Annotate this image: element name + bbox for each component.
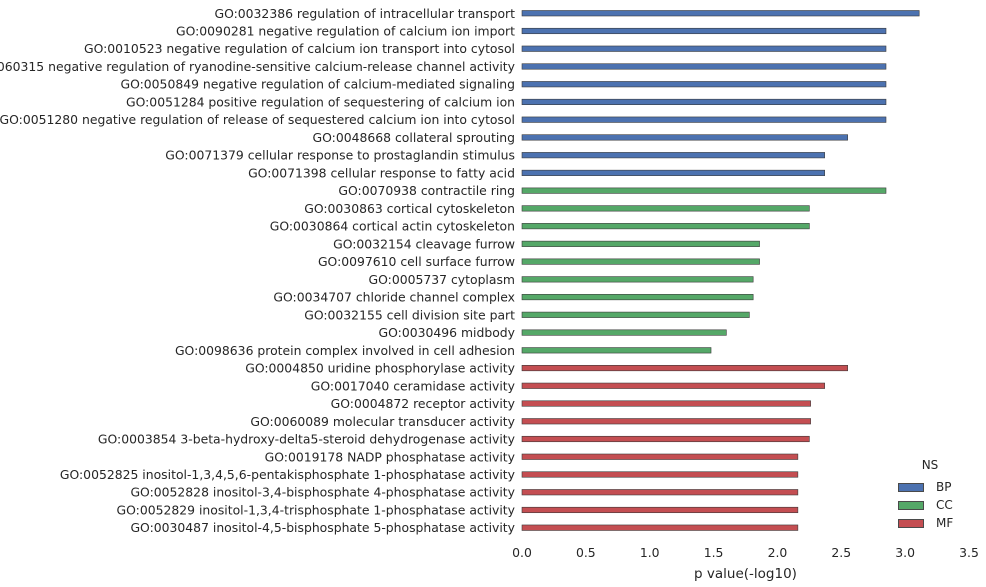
category-label-20: GO:0098636 protein complex involved in c… [175, 343, 515, 358]
category-label-9: GO:0071379 cellular response to prostagl… [165, 148, 515, 163]
category-label-21: GO:0004850 uridine phosphorylase activit… [245, 361, 515, 376]
category-label-18: GO:0032155 cell division site part [304, 307, 515, 322]
bar-28 [521, 489, 799, 496]
category-label-11: GO:0070938 contractile ring [338, 183, 515, 198]
category-label-16: GO:0005737 cytoplasm [369, 272, 515, 287]
bar-8 [521, 134, 848, 141]
bar-18 [521, 311, 750, 318]
bar-25 [521, 435, 810, 443]
category-label-17: GO:0034707 chloride channel complex [273, 290, 515, 305]
bar-10 [521, 169, 825, 176]
category-label-30: GO:0030487 inositol-4,5-bisphosphate 5-p… [130, 520, 515, 535]
bar-7 [521, 116, 887, 123]
bar-12 [521, 205, 810, 212]
bar-4 [521, 63, 887, 70]
bar-6 [521, 98, 887, 105]
category-label-10: GO:0071398 cellular response to fatty ac… [248, 165, 515, 180]
category-label-6: GO:0051284 positive regulation of seques… [126, 94, 515, 109]
category-label-27: GO:0052825 inositol-1,3,4,5,6-pentakisph… [60, 467, 515, 482]
bar-22 [521, 382, 825, 389]
legend-entry-mf: MF [898, 514, 962, 532]
category-label-2: GO:0090281 negative regulation of calciu… [176, 23, 515, 38]
x-tick-label-2: 0.5 [576, 545, 596, 560]
bar-1 [521, 10, 920, 17]
legend-swatch-mf [898, 518, 924, 528]
legend: NS BP CC MF [898, 458, 962, 532]
bar-27 [521, 471, 799, 478]
category-label-19: GO:0030496 midbody [379, 325, 515, 340]
bar-24 [521, 418, 811, 425]
x-tick-label-5: 2.0 [768, 545, 788, 560]
legend-label-bp: BP [936, 480, 952, 494]
category-label-23: GO:0004872 receptor activity [331, 396, 515, 411]
bar-13 [521, 223, 810, 230]
bar-15 [521, 258, 760, 265]
category-label-24: GO:0060089 molecular transducer activity [250, 414, 515, 429]
category-label-7: GO:0051280 negative regulation of releas… [0, 112, 515, 127]
bar-14 [521, 240, 760, 247]
category-label-22: GO:0017040 ceramidase activity [311, 378, 515, 393]
bar-11 [521, 187, 887, 194]
x-tick-label-1: 0.0 [512, 545, 532, 560]
legend-swatch-cc [898, 500, 924, 510]
category-label-15: GO:0097610 cell surface furrow [318, 254, 515, 269]
legend-entry-bp: BP [898, 478, 962, 496]
category-label-12: GO:0030863 cortical cytoskeleton [304, 201, 515, 216]
category-label-3: GO:0010523 negative regulation of calciu… [84, 41, 515, 56]
bar-3 [521, 45, 887, 52]
category-label-4: GO:0060315 negative regulation of ryanod… [0, 59, 515, 74]
category-label-28: GO:0052828 inositol-3,4-bisphosphate 4-p… [130, 485, 515, 500]
bar-16 [521, 276, 754, 283]
category-label-25: GO:0003854 3-beta-hydroxy-delta5-steroid… [98, 432, 515, 447]
legend-label-cc: CC [936, 498, 953, 512]
category-label-1: GO:0032386 regulation of intracellular t… [214, 6, 515, 21]
legend-label-mf: MF [936, 516, 954, 530]
category-label-29: GO:0052829 inositol-1,3,4-trisphosphate … [117, 502, 515, 517]
bar-23 [521, 400, 811, 407]
bar-17 [521, 294, 754, 301]
bar-19 [521, 329, 727, 336]
category-label-26: GO:0019178 NADP phosphatase activity [265, 449, 515, 464]
category-label-5: GO:0050849 negative regulation of calciu… [120, 77, 515, 92]
bar-9 [521, 152, 825, 159]
legend-swatch-bp [898, 482, 924, 492]
x-tick-label-3: 1.0 [640, 545, 660, 560]
bar-20 [521, 347, 712, 354]
category-label-8: GO:0048668 collateral sprouting [313, 130, 515, 145]
bar-2 [521, 27, 887, 35]
bar-30 [521, 524, 799, 531]
bar-26 [521, 453, 799, 460]
x-tick-label-7: 3.0 [895, 545, 915, 560]
x-tick-label-6: 2.5 [831, 545, 851, 560]
category-label-13: GO:0030864 cortical actin cytoskeleton [270, 219, 515, 234]
legend-title: NS [921, 458, 939, 472]
bar-21 [521, 364, 848, 372]
bar-29 [521, 506, 799, 514]
x-tick-label-4: 1.5 [704, 545, 724, 560]
x-tick-label-8: 3.5 [959, 545, 979, 560]
legend-entry-cc: CC [898, 496, 962, 514]
category-label-14: GO:0032154 cleavage furrow [333, 236, 515, 251]
x-axis-label: p value(-log10) [694, 566, 797, 582]
bar-5 [521, 81, 887, 88]
